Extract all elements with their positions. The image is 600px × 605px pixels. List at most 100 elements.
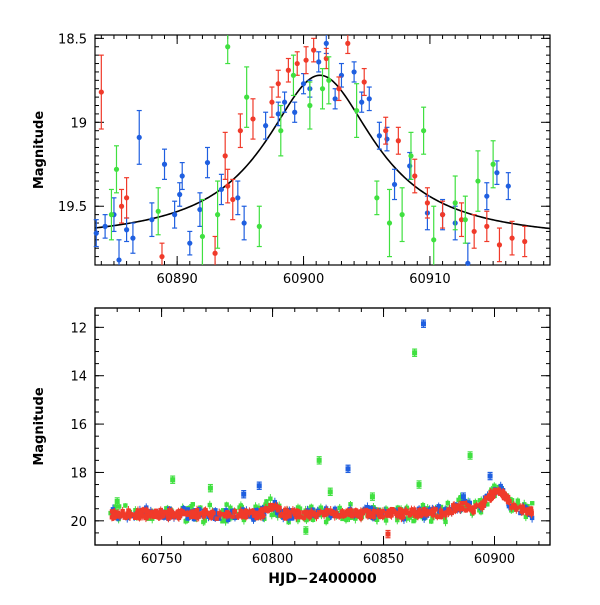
bottom-blue-marker (310, 507, 315, 512)
bottom-green-marker (340, 516, 345, 522)
bottom-red-marker (270, 506, 275, 511)
bottom-red-marker (238, 511, 244, 516)
top-blue-point-marker (376, 133, 382, 139)
top-green-point-marker (475, 178, 481, 184)
top-green-point (307, 81, 313, 130)
top-red-point-marker (345, 40, 351, 46)
top-red-point-marker (222, 153, 228, 159)
top-blue-point-marker (130, 235, 136, 241)
bottom-panel-full: 60750 60800 60850 60900 12 14 16 18 20 Magnitude H… (32, 307, 551, 587)
bottom-green-marker (238, 503, 244, 508)
bottom-red-marker (162, 509, 168, 515)
bottom-red-marker (116, 512, 122, 517)
bottom-red-point (167, 512, 173, 521)
bottom-green-marker (272, 509, 277, 514)
bottom-y-tick-label: 12 (70, 321, 87, 336)
bottom-blue-marker (368, 505, 374, 511)
bottom-red-marker (254, 515, 259, 521)
bottom-red-marker (169, 509, 175, 514)
bottom-green-marker (445, 500, 451, 506)
top-blue-point-marker (292, 109, 298, 115)
top-blue-point-marker (93, 230, 99, 236)
bottom-red-point (332, 511, 337, 521)
bottom-green-marker (189, 503, 194, 509)
top-blue-point (359, 91, 365, 113)
top-red-point (230, 178, 236, 221)
top-blue-point (235, 180, 241, 216)
top-green-point-marker (307, 102, 313, 109)
bottom-outlier-blue (420, 319, 426, 328)
top-red-point (269, 86, 275, 118)
bottom-red-marker (483, 495, 489, 500)
bottom-red-marker (386, 509, 391, 514)
bottom-red-marker (371, 514, 376, 520)
top-red-point-marker (275, 81, 281, 87)
bottom-red-marker (111, 511, 116, 517)
top-green-point-marker (326, 77, 332, 83)
bottom-green-marker (221, 508, 226, 513)
bottom-red-marker (501, 494, 506, 499)
top-red-point (439, 200, 446, 229)
bottom-green-marker (224, 502, 229, 507)
bottom-red-marker (489, 489, 494, 495)
top-blue-point-marker (116, 257, 122, 263)
bottom-red-marker (453, 508, 458, 513)
top-blue-point (241, 205, 247, 241)
bottom-red-point (411, 508, 416, 519)
bottom-red-marker (446, 507, 451, 512)
bottom-red-marker (114, 512, 119, 517)
top-red-point-marker (285, 67, 291, 73)
top-x-tick-label: 60910 (409, 272, 450, 287)
bottom-red-marker (133, 515, 138, 520)
bottom-red-marker (421, 510, 427, 515)
bottom-red-marker (388, 508, 394, 513)
bottom-red-marker (225, 510, 230, 515)
top-green-point-marker (290, 72, 297, 78)
bottom-red-point (496, 486, 501, 494)
bottom-red-point (301, 513, 307, 522)
bottom-x-tick-label: 60850 (363, 552, 404, 567)
top-blue-point-marker (123, 227, 130, 233)
bottom-red-marker (282, 508, 288, 514)
bottom-outlier-marker (256, 483, 262, 489)
bottom-red-point (284, 513, 289, 521)
bottom-red-marker (340, 509, 345, 514)
bottom-outlier-blue (487, 471, 493, 481)
top-blue-point-marker (351, 69, 357, 75)
bottom-blue-marker (185, 507, 190, 512)
bottom-red-marker (196, 511, 202, 517)
top-red-point-marker (294, 60, 300, 67)
top-blue-point (332, 88, 338, 110)
top-red-point-marker (230, 196, 236, 203)
top-red-point (345, 35, 351, 55)
top-blue-point-marker (102, 223, 108, 229)
bottom-red-marker (487, 494, 492, 499)
bottom-red-marker (525, 511, 530, 516)
top-red-point (484, 210, 490, 243)
bottom-y-axis-label: Magnitude (32, 387, 47, 466)
top-green-point-marker (408, 153, 414, 159)
bottom-red-marker (276, 505, 282, 510)
bottom-red-marker (431, 513, 436, 518)
top-blue-point (292, 101, 298, 123)
bottom-red-marker (318, 510, 323, 515)
top-red-point-marker (496, 242, 503, 248)
bottom-red-marker (348, 508, 354, 513)
bottom-green-marker (485, 502, 490, 507)
bottom-red-marker (258, 514, 264, 519)
bottom-red-marker (474, 503, 479, 508)
top-blue-point (366, 86, 372, 112)
top-green-point (452, 175, 458, 231)
bottom-red-marker (140, 507, 145, 513)
top-blue-point-marker (465, 260, 471, 266)
bottom-red-point (431, 506, 437, 516)
bottom-green-marker (509, 498, 515, 503)
bottom-red-marker (153, 512, 159, 517)
bottom-green-marker (477, 498, 483, 503)
top-red-point-marker (311, 47, 317, 53)
bottom-red-marker (135, 513, 140, 519)
top-green-point-marker (214, 212, 221, 218)
bottom-red-marker (194, 508, 200, 513)
bottom-outlier-green (303, 526, 309, 535)
top-red-point (311, 37, 317, 63)
